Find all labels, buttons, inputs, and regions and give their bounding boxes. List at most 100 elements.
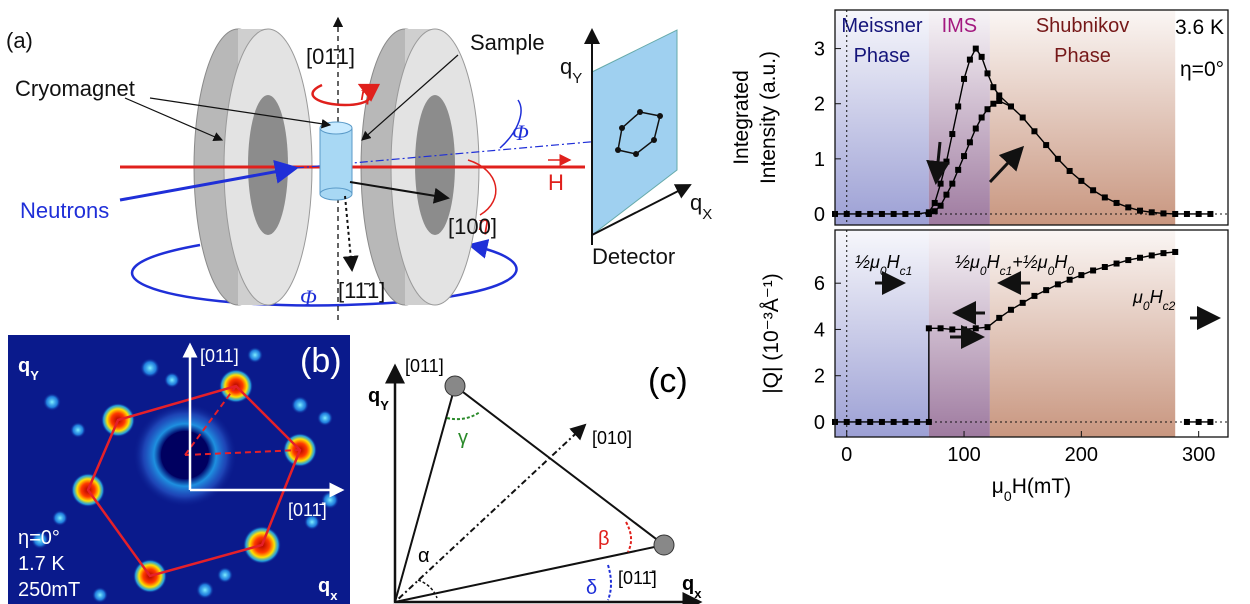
panel-label: (a): [6, 28, 33, 53]
neutron-beam: [119, 159, 299, 202]
data-point: [984, 324, 991, 331]
data-point: [1090, 267, 1097, 274]
eta-label: η: [360, 80, 371, 105]
subscript: c2: [1163, 299, 1176, 313]
data-point: [1101, 264, 1108, 271]
data-point: [949, 326, 956, 333]
formula-part: ½μ: [855, 252, 880, 272]
sample: [319, 127, 353, 195]
data-point: [1125, 204, 1132, 211]
data-point: [890, 418, 897, 425]
region-label: IMS: [942, 15, 978, 37]
detector-plane: [591, 29, 678, 237]
formula-part: H: [887, 252, 901, 272]
data-point: [1078, 177, 1085, 184]
y-tick-label: 2: [814, 366, 825, 388]
data-point: [961, 326, 968, 333]
data-point: [931, 208, 938, 215]
q: q: [690, 190, 702, 215]
y-tick-label: 0: [814, 412, 825, 434]
label-part: μ: [992, 475, 1004, 498]
region-label: Meissner: [841, 15, 922, 37]
pointer: [124, 97, 224, 142]
data-point: [925, 210, 932, 217]
eta-label: η=0°: [18, 527, 60, 549]
data-point: [984, 70, 991, 77]
data-point: [937, 202, 944, 209]
data-point: [1054, 281, 1061, 288]
data-point: [1101, 194, 1108, 201]
arrow: [926, 141, 951, 185]
spot: [444, 375, 466, 397]
phase-region: [835, 230, 929, 437]
angle-arc: [625, 521, 632, 553]
region-label: Shubnikov: [1036, 15, 1129, 37]
data-point: [1113, 260, 1120, 267]
formula: μ0Hc2: [1132, 287, 1176, 313]
data-point: [955, 103, 962, 110]
y-tick-label: 3: [814, 39, 825, 61]
angle-label: γ: [458, 427, 468, 449]
data-point: [914, 418, 921, 425]
subscript: c1: [900, 264, 913, 278]
subscript: x: [330, 588, 338, 603]
subscript: x: [694, 586, 702, 601]
panel-c: [011] [010] [011̄] (c) γ α β δ qY qx: [368, 356, 703, 604]
subscript: 0: [1143, 299, 1150, 313]
q: q: [318, 575, 330, 597]
data-point: [925, 418, 932, 425]
data-point: [1019, 114, 1026, 121]
label-part: H(mT): [1012, 475, 1071, 498]
data-point: [1195, 418, 1202, 425]
q: q: [18, 355, 30, 377]
data-point: [1019, 299, 1026, 306]
data-point: [972, 125, 979, 132]
formula: ½μ0Hc1+½μ0H0: [955, 252, 1074, 278]
data-point: [984, 106, 991, 113]
sample-label: Sample: [470, 30, 545, 55]
phase-region: [989, 10, 1176, 225]
region-label: Phase: [1054, 45, 1111, 67]
qx-label: qx: [682, 573, 702, 601]
field-label: 250mT: [18, 579, 80, 601]
data-point: [902, 210, 909, 217]
data-point: [878, 418, 885, 425]
data-point: [961, 75, 968, 82]
eta-label: η: [478, 210, 489, 235]
y-tick-label: 1: [814, 149, 825, 171]
panel-b: [011] [011̄] (b) η=0° 1.7 K 250mT qY qx: [8, 335, 350, 604]
q: q: [682, 573, 694, 595]
coil-bore: [248, 95, 288, 235]
direction-label: [011̄]: [618, 568, 657, 588]
data-point: [890, 210, 897, 217]
phi-rotation: [130, 239, 518, 307]
data-point: [1183, 418, 1190, 425]
region-label: Phase: [854, 45, 911, 67]
data-point: [990, 84, 997, 91]
direction-label: [11̄1]: [338, 278, 385, 303]
data-point: [972, 45, 979, 52]
panel-a: (a) [01̄1] η Sample Cryomagnet Φ H η Neu…: [6, 16, 712, 320]
data-point: [1066, 167, 1073, 174]
formula-part: ½μ: [955, 252, 980, 272]
q: q: [368, 385, 380, 407]
data-point: [1160, 210, 1167, 217]
data-point: [949, 131, 956, 138]
data-point: [867, 418, 874, 425]
data-point: [1113, 199, 1120, 206]
qx-label: qx: [318, 575, 338, 603]
faint-spots: [31, 347, 339, 603]
y-axis-label: Integrated: [730, 70, 753, 165]
qx-axis: [591, 184, 692, 236]
formula-part: μ: [1132, 287, 1143, 307]
formula-part: H: [1054, 252, 1068, 272]
data-point: [878, 210, 885, 217]
subscript: c1: [1000, 264, 1013, 278]
data-point: [996, 314, 1003, 321]
data-point: [972, 325, 979, 332]
data-point: [843, 210, 850, 217]
x-axis-label: μ0H(mT): [992, 475, 1071, 504]
hexagon-spots: [615, 109, 663, 157]
panel-label: (b): [300, 342, 342, 380]
sample-bottom: [319, 187, 353, 201]
